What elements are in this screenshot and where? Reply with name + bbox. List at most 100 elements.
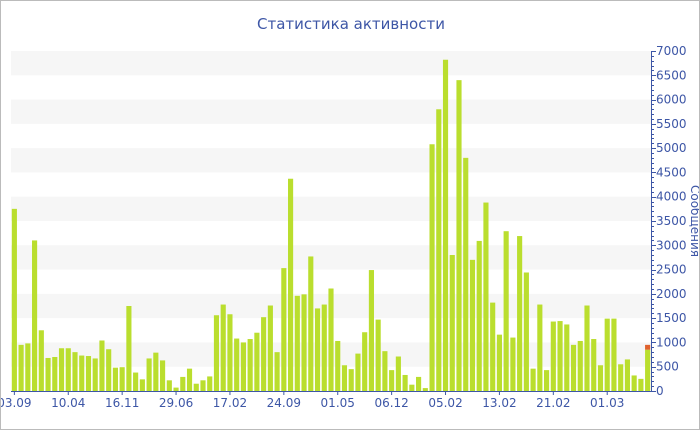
bar [112, 367, 118, 391]
bar [321, 304, 327, 391]
bar [261, 317, 267, 391]
bar [362, 332, 368, 391]
bar [45, 357, 51, 391]
x-tick-label: 21.02 [536, 396, 570, 410]
y-tick-label: 2500 [656, 263, 687, 277]
bar [139, 379, 145, 391]
bar [429, 144, 435, 391]
y-tick-label: 1000 [656, 335, 687, 349]
x-tick-label: 10.04 [51, 396, 85, 410]
bar [456, 80, 462, 392]
bar [146, 358, 152, 391]
y-axis-label: Сообщения [688, 185, 700, 257]
bar [618, 364, 624, 391]
bar [274, 352, 280, 391]
bar [584, 305, 590, 391]
x-tick-label: 06.12 [374, 396, 408, 410]
bar [281, 268, 287, 391]
bar [422, 388, 428, 391]
bar [503, 231, 509, 391]
y-tick-label: 6000 [656, 93, 687, 107]
bar [234, 338, 240, 391]
bar [530, 368, 536, 391]
y-tick-label: 7000 [656, 44, 687, 58]
y-tick-label: 500 [656, 360, 679, 374]
bar [254, 332, 260, 391]
y-tick-label: 3500 [656, 214, 687, 228]
bar [591, 339, 597, 391]
y-tick-label: 0 [656, 384, 664, 398]
x-tick-label: 01.03 [590, 396, 624, 410]
bar [220, 304, 226, 391]
bar [490, 302, 496, 391]
bar [308, 256, 314, 391]
bar [227, 314, 233, 391]
bar [436, 109, 442, 392]
bar [328, 288, 334, 391]
y-tick-label: 5500 [656, 117, 687, 131]
bar [153, 352, 159, 391]
x-tick-label: 17.02 [213, 396, 247, 410]
bar [11, 208, 17, 391]
bar [517, 236, 523, 391]
bar [72, 352, 78, 391]
x-tick-label: 29.06 [159, 396, 193, 410]
bar [382, 351, 388, 391]
bar [85, 356, 92, 391]
bar [550, 321, 556, 391]
bar [355, 353, 361, 391]
y-tick-label: 4500 [656, 165, 687, 179]
bar [611, 318, 617, 391]
grid-band [11, 245, 651, 270]
bar [624, 359, 630, 391]
bar [335, 340, 341, 391]
bar [496, 334, 502, 391]
bar [32, 240, 38, 391]
bar [58, 348, 65, 391]
bar [106, 349, 112, 391]
bar [288, 178, 294, 391]
bar [469, 259, 476, 391]
bar [247, 339, 253, 391]
bar-highlight [645, 344, 651, 350]
bar [557, 321, 563, 391]
bar [25, 343, 31, 391]
bar [537, 304, 543, 391]
bar [476, 240, 482, 391]
bar [52, 357, 58, 391]
bar [416, 376, 422, 391]
bar [173, 387, 179, 391]
bar [294, 295, 300, 391]
bar [314, 308, 321, 391]
grid-band [11, 99, 651, 124]
bar [523, 272, 529, 391]
y-tick-label: 5000 [656, 141, 687, 155]
bar [442, 59, 449, 391]
bar [267, 305, 273, 391]
bar [395, 356, 401, 391]
bar [483, 202, 489, 391]
bar [645, 349, 651, 391]
grid-band [11, 51, 651, 76]
bar [166, 380, 172, 391]
grid-band [11, 148, 651, 173]
y-tick-label: 3000 [656, 238, 687, 252]
bar [180, 376, 186, 391]
bar [544, 370, 550, 391]
bar [193, 383, 199, 391]
bar [38, 330, 44, 391]
x-tick-label: 01.05 [321, 396, 355, 410]
y-tick-label: 2000 [656, 287, 687, 301]
bar [186, 368, 193, 391]
bar [564, 324, 570, 391]
grid-band [11, 196, 651, 221]
bar [65, 348, 71, 391]
bar [402, 374, 408, 391]
bar [463, 157, 469, 391]
bar [570, 344, 577, 391]
bar [99, 340, 105, 391]
bar [577, 340, 583, 391]
bar [213, 315, 220, 391]
x-tick-label: 13.02 [482, 396, 516, 410]
